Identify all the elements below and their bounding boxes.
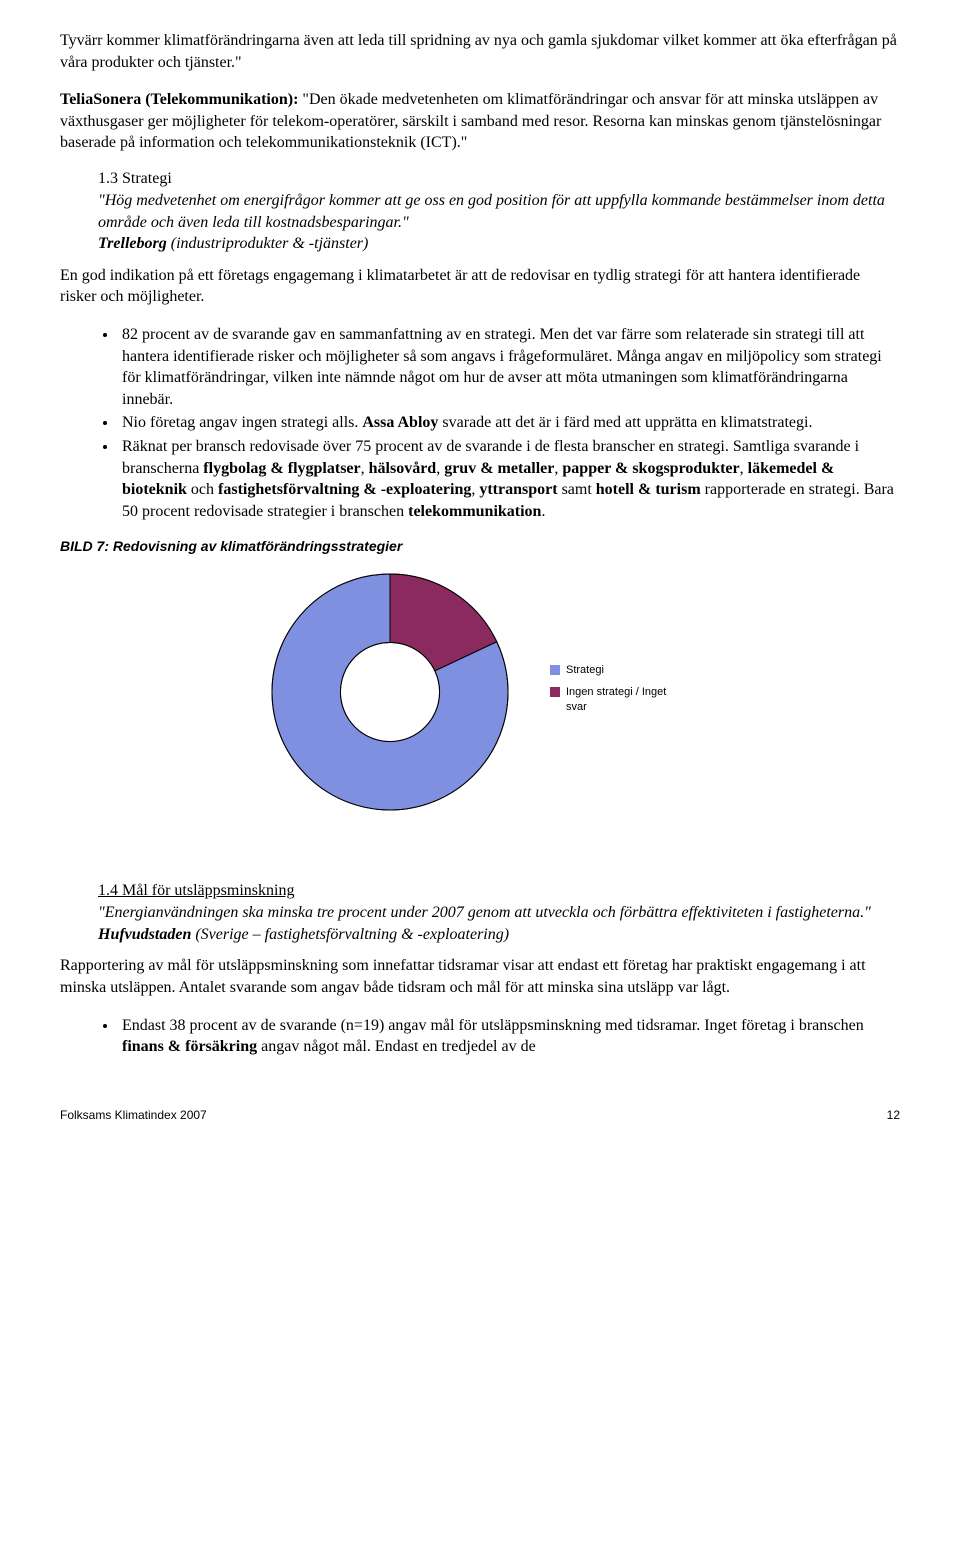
pie-chart-container: Strategi Ingen strategi / Inget svar — [60, 572, 900, 812]
legend-item: Strategi — [550, 663, 690, 678]
bullet-text: , — [361, 460, 369, 477]
section-1-3-lead: En god indikation på ett företags engage… — [60, 265, 900, 308]
intro-p2: TeliaSonera (Telekommunikation): "Den ök… — [60, 89, 900, 154]
bullet-text: svarade att det är i färd med att upprät… — [438, 414, 812, 431]
bullet-bold: hälsovård — [369, 460, 437, 477]
section-1-4-lead: Rapportering av mål för utsläppsminsknin… — [60, 955, 900, 998]
section-1-4-bullets: Endast 38 procent av de svarande (n=19) … — [118, 1015, 900, 1058]
list-item: Räknat per bransch redovisade över 75 pr… — [118, 436, 900, 522]
footer-page-number: 12 — [887, 1108, 900, 1122]
bullet-text: samt — [558, 481, 596, 498]
intro-p2-prefix: TeliaSonera (Telekommunikation): — [60, 91, 302, 108]
page-footer: Folksams Klimatindex 2007 12 — [60, 1108, 900, 1122]
section-1-4-quote-text: "Energianvändningen ska minska tre proce… — [98, 904, 871, 921]
intro-p1: Tyvärr kommer klimatförändringarna även … — [60, 30, 900, 73]
bullet-bold: flygbolag & flygplatser — [203, 460, 360, 477]
list-item: 82 procent av de svarande gav en sammanf… — [118, 324, 900, 410]
bullet-bold: gruv & metaller — [444, 460, 554, 477]
bullet-text: , — [740, 460, 748, 477]
bullet-text: , — [436, 460, 444, 477]
bullet-bold: hotell & turism — [596, 481, 701, 498]
bullet-text: . — [541, 503, 545, 520]
section-1-3-quote-text: "Hög medvetenhet om energifrågor kommer … — [98, 192, 885, 231]
bullet-bold: telekommunikation — [408, 503, 541, 520]
section-1-3-bullets: 82 procent av de svarande gav en sammanf… — [118, 324, 900, 522]
legend-label: Ingen strategi / Inget svar — [566, 685, 690, 716]
section-1-4-attrib-name: Hufvudstaden — [98, 926, 191, 943]
section-1-3-quote: "Hög medvetenhet om energifrågor kommer … — [98, 190, 900, 255]
bullet-bold: finans & försäkring — [122, 1038, 257, 1055]
bullet-bold: fastighetsförvaltning & -exploatering — [218, 481, 471, 498]
section-1-3-heading: 1.3 Strategi — [98, 170, 900, 188]
section-1-3-attrib-rest: (industriprodukter & -tjänster) — [167, 235, 369, 252]
list-item: Nio företag angav ingen strategi alls. A… — [118, 412, 900, 434]
legend-item: Ingen strategi / Inget svar — [550, 685, 690, 716]
bullet-bold: Assa Abloy — [362, 414, 438, 431]
legend-swatch — [550, 687, 560, 697]
bullet-bold: yttransport — [479, 481, 557, 498]
list-item: Endast 38 procent av de svarande (n=19) … — [118, 1015, 900, 1058]
section-1-4-attrib-rest: (Sverige – fastighetsförvaltning & -expl… — [191, 926, 509, 943]
section-1-3-attrib-name: Trelleborg — [98, 235, 167, 252]
bullet-text: Endast 38 procent av de svarande (n=19) … — [122, 1017, 864, 1034]
bullet-text: Nio företag angav ingen strategi alls. — [122, 414, 362, 431]
pie-chart — [270, 572, 510, 812]
legend-swatch — [550, 665, 560, 675]
chart-legend: Strategi Ingen strategi / Inget svar — [550, 663, 690, 721]
section-1-4-heading: 1.4 Mål för utsläppsminskning — [98, 882, 900, 900]
chart-title: BILD 7: Redovisning av klimatförändrings… — [60, 538, 900, 554]
bullet-text: angav något mål. Endast en tredjedel av … — [257, 1038, 536, 1055]
bullet-bold: papper & skogsprodukter — [562, 460, 739, 477]
bullet-text: och — [187, 481, 218, 498]
section-1-4-quote: "Energianvändningen ska minska tre proce… — [98, 902, 900, 945]
footer-left: Folksams Klimatindex 2007 — [60, 1108, 207, 1122]
legend-label: Strategi — [566, 663, 604, 678]
